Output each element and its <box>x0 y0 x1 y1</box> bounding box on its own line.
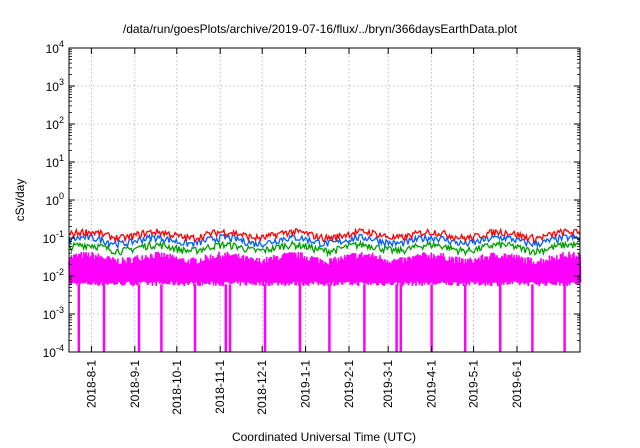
x-tick-label: 2019-2-1 <box>342 360 356 408</box>
y-tick-label: 10-3 <box>43 305 64 322</box>
y-tick-label: 10-1 <box>43 229 64 246</box>
y-axis-label: cSv/day <box>13 179 27 222</box>
x-tick-label: 2019-3-1 <box>381 360 395 408</box>
y-tick-label: 104 <box>46 39 64 56</box>
x-tick-label: 2019-4-1 <box>425 360 439 408</box>
series-group <box>68 227 582 352</box>
x-tick-label: 2018-10-1 <box>170 360 184 415</box>
x-tick-label: 2018-12-1 <box>255 360 269 415</box>
x-tick-label: 2019-1-1 <box>299 360 313 408</box>
y-tick-label: 103 <box>46 77 64 94</box>
x-axis: 2018-8-1 2018-9-1 2018-10-1 2018-11-1 2018-1… <box>84 48 524 415</box>
series-line <box>68 239 581 258</box>
x-tick-label: 2019-6-1 <box>510 360 524 408</box>
grid <box>69 48 580 352</box>
x-tick-label: 2018-11-1 <box>213 360 227 414</box>
y-tick-label: 10-2 <box>43 267 64 284</box>
series-line <box>68 251 582 287</box>
series-line <box>68 232 581 250</box>
x-axis-label: Coordinated Universal Time (UTC) <box>232 430 416 444</box>
y-axis: 10-4 10-3 10-2 10-1 100 101 102 103 104 <box>43 39 580 360</box>
series-line <box>68 227 581 244</box>
chart-title: /data/run/goesPlots/archive/2019-07-16/f… <box>123 22 518 36</box>
y-tick-label: 102 <box>46 115 64 132</box>
x-tick-label: 2018-8-1 <box>84 360 98 408</box>
y-tick-label: 100 <box>46 191 64 208</box>
y-tick-label: 101 <box>46 153 64 170</box>
y-tick-label: 10-4 <box>43 343 64 360</box>
x-tick-label: 2019-5-1 <box>467 360 481 408</box>
x-tick-label: 2018-9-1 <box>128 360 142 408</box>
